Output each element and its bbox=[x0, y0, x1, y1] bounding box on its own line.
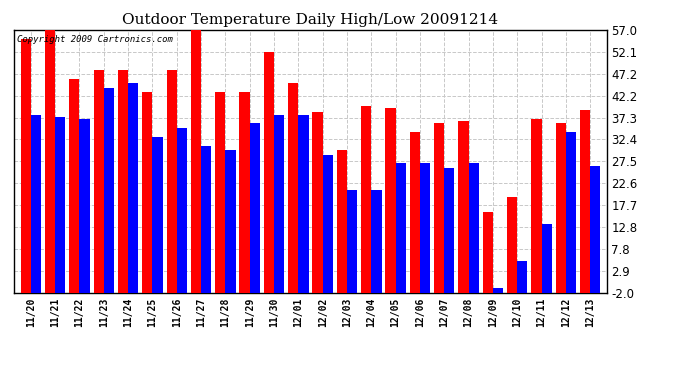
Bar bbox=[152, 137, 163, 292]
Bar bbox=[201, 146, 211, 292]
Title: Outdoor Temperature Daily High/Low 20091214: Outdoor Temperature Daily High/Low 20091… bbox=[122, 13, 499, 27]
Bar bbox=[371, 190, 382, 292]
Bar bbox=[507, 197, 518, 292]
Bar bbox=[410, 132, 420, 292]
Bar bbox=[31, 114, 41, 292]
Bar bbox=[518, 261, 527, 292]
Bar bbox=[361, 106, 371, 292]
Bar bbox=[118, 70, 128, 292]
Bar bbox=[395, 164, 406, 292]
Bar bbox=[21, 39, 31, 292]
Bar bbox=[104, 88, 114, 292]
Bar bbox=[191, 30, 201, 292]
Bar bbox=[55, 117, 66, 292]
Bar bbox=[69, 79, 79, 292]
Bar bbox=[531, 119, 542, 292]
Bar bbox=[590, 166, 600, 292]
Bar bbox=[288, 83, 298, 292]
Bar bbox=[493, 288, 503, 292]
Bar bbox=[274, 114, 284, 292]
Bar bbox=[347, 190, 357, 292]
Bar bbox=[434, 123, 444, 292]
Bar bbox=[580, 110, 590, 292]
Bar bbox=[469, 164, 479, 292]
Bar bbox=[166, 70, 177, 292]
Bar bbox=[313, 112, 323, 292]
Bar bbox=[215, 92, 226, 292]
Bar bbox=[298, 114, 308, 292]
Bar bbox=[420, 164, 430, 292]
Bar bbox=[444, 168, 455, 292]
Bar bbox=[483, 212, 493, 292]
Bar bbox=[250, 123, 260, 292]
Bar bbox=[566, 132, 576, 292]
Bar bbox=[264, 52, 274, 292]
Bar bbox=[555, 123, 566, 292]
Bar bbox=[79, 119, 90, 292]
Bar bbox=[458, 121, 469, 292]
Bar bbox=[386, 108, 395, 292]
Bar bbox=[226, 150, 235, 292]
Bar bbox=[542, 224, 552, 292]
Bar bbox=[142, 92, 152, 292]
Bar bbox=[323, 154, 333, 292]
Bar bbox=[94, 70, 104, 292]
Bar bbox=[45, 30, 55, 292]
Bar bbox=[177, 128, 187, 292]
Bar bbox=[128, 83, 138, 292]
Bar bbox=[337, 150, 347, 292]
Bar bbox=[239, 92, 250, 292]
Text: Copyright 2009 Cartronics.com: Copyright 2009 Cartronics.com bbox=[17, 35, 172, 44]
